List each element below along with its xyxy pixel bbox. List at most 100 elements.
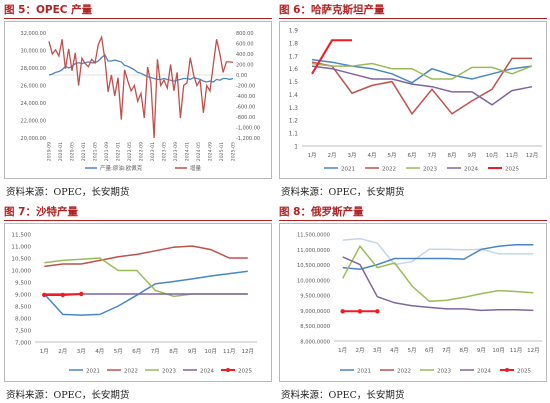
title-divider [279,18,547,19]
y2-tick-label: -600.00 [236,105,255,111]
x-tick-label: 2025-01 [219,142,225,161]
x-tick-label: 3月 [348,152,357,159]
y-tick-label: 10,500 [11,257,31,263]
series-line-2021 [342,243,534,270]
x-tick-label: 5月 [388,152,397,159]
legend-marker [505,368,509,372]
x-tick-label: 8月 [169,348,178,355]
y-tick-label: 8,000 [15,317,31,323]
chart-saudi: 11,500 11,000 10,500 10,000 9,500 9,000 8,500 8… [11,233,257,375]
series-line-2023 [342,244,534,303]
x-tick-label: 6月 [425,347,434,354]
y-tick-label: 30,000.00 [21,49,46,55]
y-tick-label: 1.2 [289,119,299,125]
y2-tick-label: 400.00 [236,52,254,58]
x-tick-label: 9月 [477,347,486,354]
series-line [48,34,234,139]
y-tick-label: 22,000.00 [21,119,46,125]
series-line-2022 [311,57,532,116]
series-line [48,53,234,83]
x-tick-label: 2月 [328,152,337,159]
x-tick-label: 2021-01 [81,142,87,161]
y-tick-label: 1.5 [289,80,299,86]
legend-label: 2021 [341,167,355,173]
series-line-2022 [44,245,248,268]
x-tick-label: 5月 [408,347,417,354]
legend-label: 2022 [124,369,138,375]
data-point-2025 [42,292,47,298]
y-tick-label: 9,000,0000 [300,309,330,315]
y2-tick-label: 0.00 [236,73,247,79]
x-tick-label: 10月 [492,347,505,354]
chart-russia: 11,500,0000 11,000,0000 10,500,0000 10,000,… [297,233,542,375]
series-line-2023 [311,62,533,80]
y2-tick-label: 600.00 [236,42,254,48]
y-tick-label: 11,500,0000 [297,233,330,239]
x-tick-label: 6月 [408,152,417,159]
x-tick-label: 7月 [442,347,451,354]
series-line-2024 [342,256,534,312]
x-tick-label: 2020-05 [70,142,76,161]
x-tick-label: 1月 [40,348,49,355]
x-tick-label: 12月 [242,348,255,355]
y-tick-label: 10,000,0000 [297,278,330,284]
source-note: 资料来源：OPEC，长安期货 [281,187,405,198]
x-tick-label: 10月 [486,152,499,159]
series-line-2025 [311,39,352,75]
y-tick-label: 7,000 [15,341,31,347]
x-tick-label: 12月 [527,347,540,354]
x-tick-label: 4月 [368,152,377,159]
legend-label: 增量 [190,164,202,172]
legend-label: 2022 [397,369,411,375]
y2-tick-label: -400.00 [236,94,255,100]
y-tick-label: 7,500 [15,329,31,335]
x-tick-label: 11月 [510,347,523,354]
legend-label: 2024 [200,369,214,375]
x-tick-label: 9月 [468,152,477,159]
chart-title: 图 7：沙特产量 [4,206,78,218]
chart-frame: 32,000.00 30,000.00 28,000.00 26,000.00 24,0… [4,21,272,179]
y-tick-label: 26,000.00 [21,84,46,90]
data-point-2025 [60,292,65,298]
y-tick-label: 11,000 [11,245,31,251]
y-tick-label: 10,500,0000 [297,263,330,269]
x-tick-label: 3月 [77,348,86,355]
x-tick-label: 8月 [448,152,457,159]
y2-tick-label: -1,000.00 [236,126,260,132]
y2-tick-label: -200.00 [236,84,255,90]
x-tick-label: 7月 [428,152,437,159]
data-point-2025 [375,309,380,314]
chart-frame: 1.9 1.8 1.7 1.6 1.5 1.4 1.3 1.2 1.1 1 1月 2月 3月 4月 5月 6月… [279,21,547,179]
legend-label: 2023 [423,167,437,173]
y2-tick-label: -800.00 [236,115,255,121]
x-tick-label: 2022-09 [139,142,145,161]
legend-label: 2023 [162,369,176,375]
y-tick-label: 1.4 [289,93,299,99]
y-tick-label: 28,000.00 [21,66,46,72]
x-tick-label: 2024-01 [185,142,191,161]
x-tick-label: 2月 [58,348,67,355]
x-tick-label: 2024-05 [196,142,202,161]
x-tick-label: 2020-01 [58,142,64,161]
series-line-extra [342,237,534,266]
y-tick-label: 10,000 [11,269,31,275]
x-tick-label: 3月 [373,347,382,354]
legend-label: 2024 [477,369,491,375]
x-tick-label: 9月 [188,348,197,355]
y2-tick-label: -1,200.00 [236,136,260,142]
x-tick-label: 2023-01 [150,142,156,161]
series-line-2021 [43,270,248,316]
x-tick-label: 1月 [308,152,317,159]
x-tick-label: 4月 [95,348,104,355]
x-tick-label: 8月 [460,347,469,354]
y-tick-label: 1.9 [289,29,299,35]
y-tick-label: 9,500 [15,281,31,287]
data-point-2025 [79,291,84,297]
x-tick-label: 10月 [205,348,218,355]
y-tick-label: 11,000,0000 [297,248,330,254]
chart-frame: 11,500,0000 11,000,0000 10,500,0000 10,000,… [279,223,547,382]
x-tick-label: 2月 [356,347,365,354]
source-note: 资料来源：OPEC，长安期货 [281,390,405,401]
legend-label: 2021 [86,369,100,375]
